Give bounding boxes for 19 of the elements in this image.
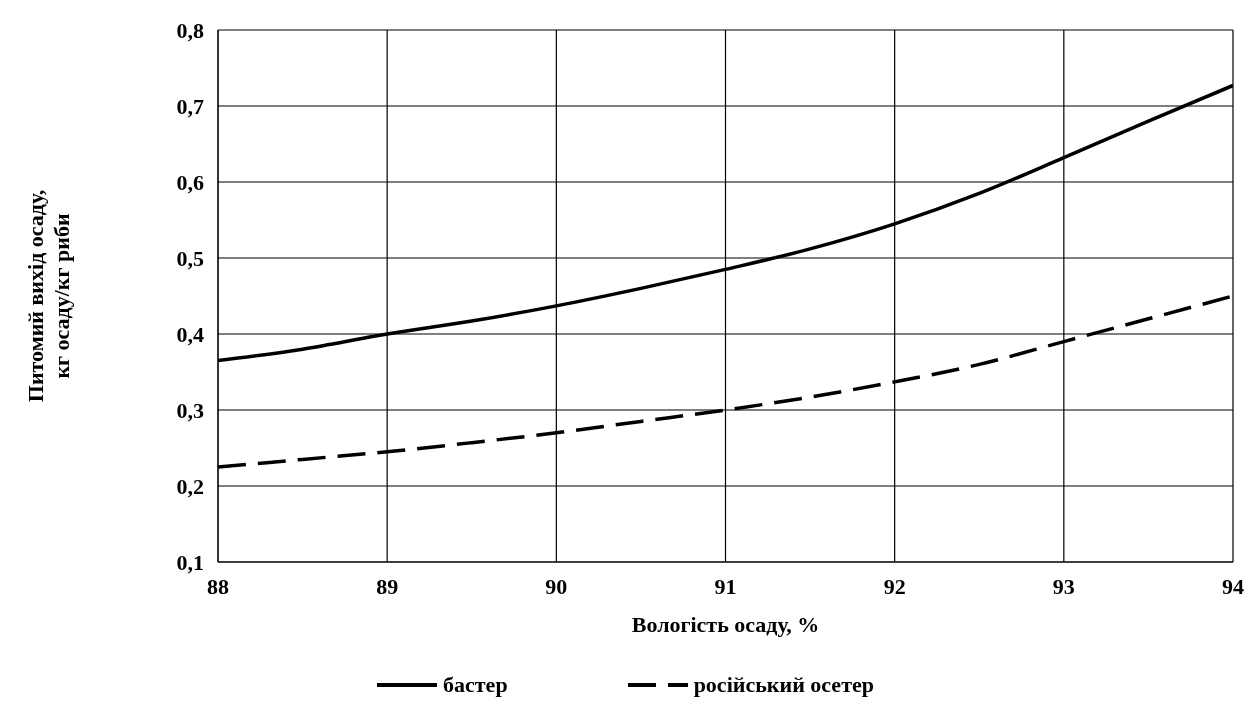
legend-label: російський осетер — [693, 672, 874, 698]
x-tick-label: 91 — [714, 573, 737, 599]
y-tick-label: 0,6 — [176, 169, 204, 195]
y-tick-label: 0,5 — [176, 245, 204, 271]
y-tick-label: 0,7 — [176, 93, 204, 119]
y-tick-label: 0,1 — [176, 549, 204, 575]
y-tick-label: 0,8 — [176, 17, 204, 43]
legend-label: бастер — [443, 672, 508, 698]
x-tick-label: 90 — [545, 573, 568, 599]
x-tick-label: 93 — [1052, 573, 1075, 599]
y-tick-label: 0,4 — [176, 321, 204, 347]
y-axis-title: Питомий вихід осаду, кг осаду/кг риби — [23, 189, 74, 403]
x-tick-label: 88 — [207, 573, 229, 599]
x-tick-label: 92 — [883, 573, 906, 599]
y-tick-label: 0,2 — [176, 473, 204, 499]
y-tick-label: 0,3 — [176, 397, 204, 423]
x-tick-label: 89 — [376, 573, 399, 599]
x-axis-title: Вологість осаду, % — [631, 612, 820, 637]
x-tick-label: 94 — [1222, 573, 1244, 599]
